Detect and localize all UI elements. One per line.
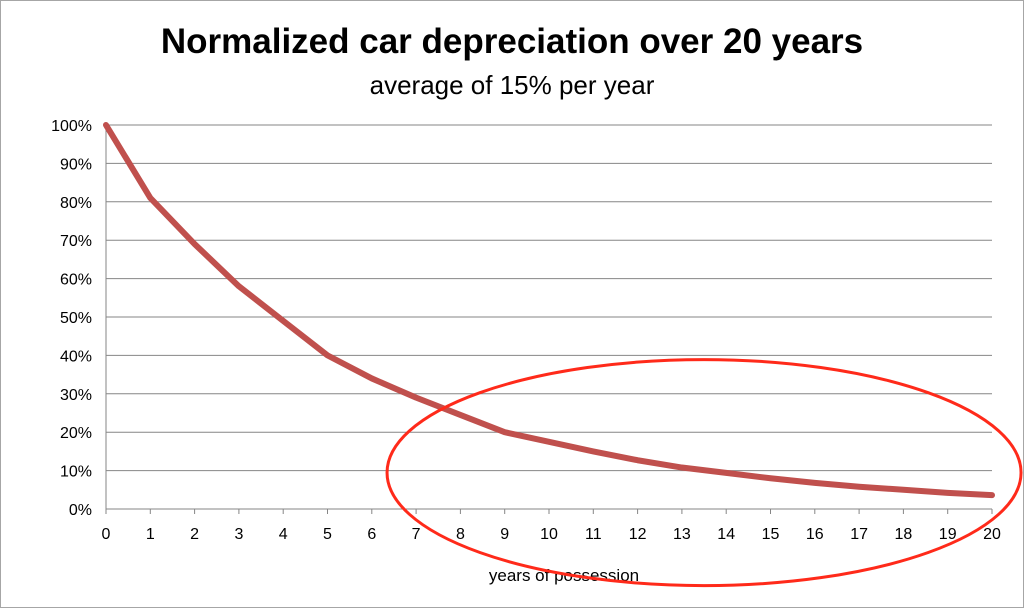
x-tick-label: 10 — [540, 526, 558, 543]
chart-title: Normalized car depreciation over 20 year… — [160, 22, 864, 61]
data-point — [725, 472, 727, 474]
y-tick-label: 80% — [60, 195, 92, 212]
x-tick-label: 9 — [500, 526, 509, 543]
y-tick-label: 60% — [60, 272, 92, 289]
y-tick-label: 50% — [60, 310, 92, 327]
data-point — [194, 243, 196, 245]
data-point — [858, 486, 860, 488]
data-point — [415, 397, 417, 399]
data-point — [459, 414, 461, 416]
y-tick-label: 70% — [60, 233, 92, 250]
data-point — [592, 450, 594, 452]
x-tick-label: 13 — [673, 526, 691, 543]
x-tick-label: 16 — [806, 526, 824, 543]
x-tick-label: 17 — [850, 526, 868, 543]
y-tick-label: 40% — [60, 348, 92, 365]
x-tick-label: 2 — [190, 526, 199, 543]
data-point — [947, 492, 949, 494]
x-tick-label: 8 — [456, 526, 465, 543]
x-tick-label: 15 — [762, 526, 780, 543]
y-tick-label: 10% — [60, 464, 92, 481]
x-tick-label: 7 — [412, 526, 421, 543]
data-point — [681, 467, 683, 469]
data-point — [814, 482, 816, 484]
data-point — [371, 377, 373, 379]
y-tick-label: 90% — [60, 156, 92, 173]
data-point — [327, 354, 328, 356]
x-tick-label: 5 — [323, 526, 332, 543]
data-point — [105, 124, 107, 126]
x-tick-label: 4 — [279, 526, 288, 543]
x-tick-label: 19 — [939, 526, 957, 543]
data-point — [548, 441, 550, 443]
y-tick-label: 30% — [60, 387, 92, 404]
x-tick-label: 18 — [895, 526, 913, 543]
y-tick-label: 20% — [60, 425, 92, 442]
x-tick-label: 6 — [367, 526, 376, 543]
data-point — [637, 459, 639, 461]
x-tick-label: 0 — [102, 526, 111, 543]
x-tick-label: 3 — [234, 526, 243, 543]
data-point — [238, 285, 240, 287]
data-point — [991, 494, 993, 496]
y-tick-label: 100% — [51, 118, 92, 135]
data-point — [770, 477, 771, 479]
y-tick-label: 0% — [69, 502, 92, 519]
x-tick-label: 11 — [585, 526, 602, 543]
data-point — [902, 489, 904, 491]
x-tick-label: 20 — [983, 526, 1001, 543]
annotation-ellipse — [385, 358, 1023, 588]
chart-subtitle: average of 15% per year — [369, 70, 655, 100]
series-line — [103, 122, 995, 499]
data-point — [504, 431, 506, 433]
x-tick-label: 1 — [146, 526, 155, 543]
x-tick-label: 14 — [717, 526, 735, 543]
data-point — [282, 320, 284, 322]
data-point — [149, 197, 151, 199]
x-tick-label: 12 — [629, 526, 647, 543]
